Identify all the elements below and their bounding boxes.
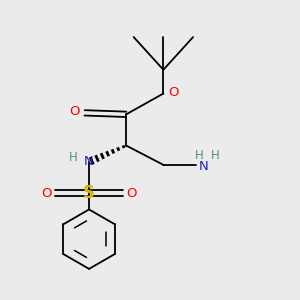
Text: N: N	[84, 155, 94, 168]
Text: O: O	[70, 105, 80, 118]
Text: O: O	[168, 85, 178, 98]
Text: O: O	[126, 187, 137, 200]
Text: N: N	[199, 160, 209, 173]
Text: H: H	[211, 149, 220, 162]
Text: H: H	[69, 151, 78, 164]
Text: O: O	[41, 187, 52, 200]
Text: S: S	[83, 184, 95, 202]
Text: H: H	[195, 149, 203, 162]
